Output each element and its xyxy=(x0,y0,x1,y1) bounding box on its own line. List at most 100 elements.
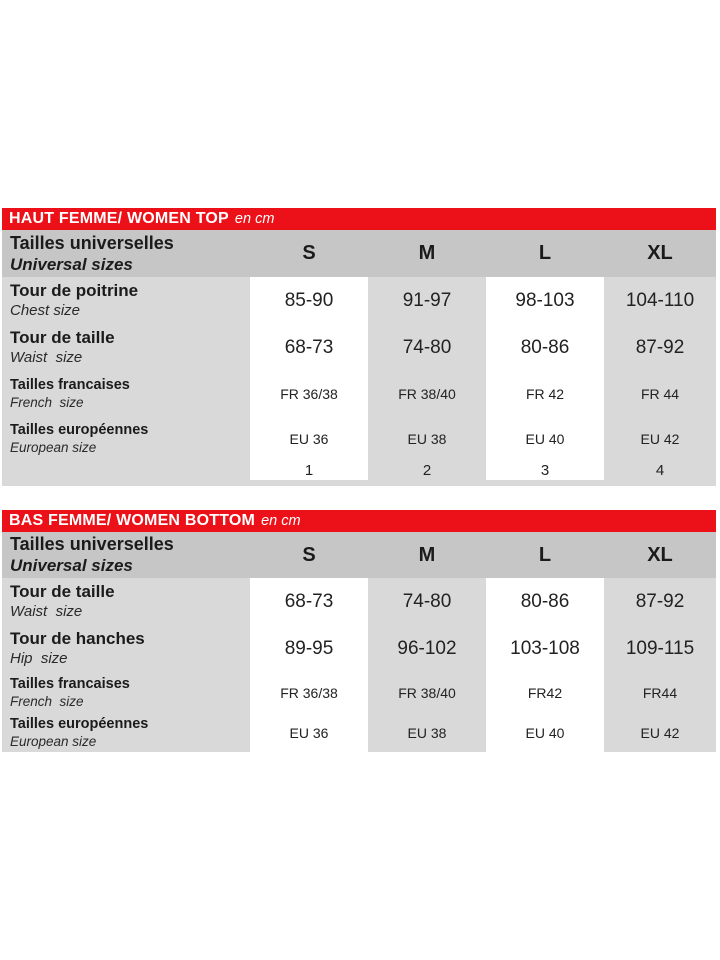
size-value: 87-92 xyxy=(635,590,685,612)
row-label-en: Hip size xyxy=(10,650,68,667)
french-size-row: Tailles francaises French size FR 36/38 … xyxy=(2,371,716,417)
size-value: EU 38 xyxy=(407,725,447,741)
size-value: EU 36 xyxy=(289,430,329,447)
row-label: Tour de hanches Hip size xyxy=(2,625,250,672)
size-value: EU 36 xyxy=(289,725,329,741)
size-column-header-m: M xyxy=(418,242,436,264)
european-size-row: Tailles européennes European size EU 36 … xyxy=(2,417,716,460)
size-value: EU 38 xyxy=(407,430,447,447)
size-value: EU 42 xyxy=(640,430,680,447)
size-value: 87-92 xyxy=(635,336,685,358)
size-column-header-xl: XL xyxy=(647,242,673,264)
universal-sizes-label-en: Universal sizes xyxy=(10,556,133,575)
size-value: 80-86 xyxy=(520,336,570,358)
size-column-header-l: L xyxy=(538,242,552,264)
column-highlight-s xyxy=(250,578,368,752)
unit-label: en cm xyxy=(261,513,301,529)
size-value: 80-86 xyxy=(520,590,570,612)
size-value: FR 36/38 xyxy=(280,386,338,402)
row-label: Tailles francaises French size xyxy=(2,672,250,714)
size-value: FR44 xyxy=(642,685,678,701)
size-value: 2 xyxy=(422,461,432,479)
women-bottom-size-table: BAS FEMME/ WOMEN BOTTOM en cm Tailles un… xyxy=(2,510,716,752)
size-value: 104-110 xyxy=(625,289,695,311)
size-value: EU 42 xyxy=(640,725,680,741)
size-value: 85-90 xyxy=(284,289,334,311)
size-column-header-xl: XL xyxy=(647,543,673,566)
universal-sizes-label-en: Universal sizes xyxy=(10,254,133,274)
hip-size-row: Tour de hanches Hip size 89-95 96-102 10… xyxy=(2,625,716,672)
size-value: 74-80 xyxy=(402,336,452,358)
size-value: 68-73 xyxy=(284,590,334,612)
row-label-fr: Tailles européennes xyxy=(10,716,149,732)
column-highlight-s xyxy=(250,277,368,480)
row-label xyxy=(2,460,250,480)
row-label-en: European size xyxy=(10,734,97,749)
size-value: FR42 xyxy=(527,685,563,701)
column-highlight-l xyxy=(486,277,604,480)
size-value: EU 40 xyxy=(525,725,565,741)
women-top-size-table: HAUT FEMME/ WOMEN TOP en cm Tailles univ… xyxy=(2,208,716,486)
row-label-fr: Tour de hanches xyxy=(10,629,145,648)
size-value: 109-115 xyxy=(625,637,695,659)
row-label-en: French size xyxy=(10,395,84,410)
row-label-fr: Tailles francaises xyxy=(10,676,130,692)
row-label-en: Waist size xyxy=(10,603,83,620)
size-value: 74-80 xyxy=(402,590,452,612)
column-highlight-l xyxy=(486,578,604,752)
waist-size-row: Tour de taille Waist size 68-73 74-80 80… xyxy=(2,578,716,625)
size-header-row: Tailles universelles Universal sizes S M… xyxy=(2,532,716,578)
universal-sizes-label: Tailles universelles Universal sizes xyxy=(2,534,250,576)
universal-sizes-label: Tailles universelles Universal sizes xyxy=(2,233,250,275)
universal-sizes-label-fr: Tailles universelles xyxy=(10,232,174,253)
size-column-header-l: L xyxy=(538,543,552,566)
size-value: FR 36/38 xyxy=(280,685,338,701)
unit-label: en cm xyxy=(234,211,275,227)
size-value: 91-97 xyxy=(402,289,452,311)
size-column-header-s: S xyxy=(302,543,316,566)
chest-size-row: Tour de poitrine Chest size 85-90 91-97 … xyxy=(2,277,716,324)
size-value: 96-102 xyxy=(397,637,457,659)
row-label: Tour de taille Waist size xyxy=(2,324,250,371)
size-column-header-s: S xyxy=(302,242,316,264)
size-value: 89-95 xyxy=(284,637,334,659)
table-title: HAUT FEMME/ WOMEN TOP xyxy=(9,210,229,227)
size-value: 103-108 xyxy=(510,637,580,659)
row-label-en: European size xyxy=(10,439,97,455)
women-bottom-title-bar: BAS FEMME/ WOMEN BOTTOM en cm xyxy=(2,510,716,532)
size-value: 98-103 xyxy=(515,289,575,311)
row-label-en: Chest size xyxy=(10,302,81,319)
size-value: FR 38/40 xyxy=(398,685,456,701)
size-value: FR 42 xyxy=(525,386,565,402)
row-label-fr: Tour de taille xyxy=(10,582,115,601)
universal-sizes-label-fr: Tailles universelles xyxy=(10,534,174,554)
size-value: 1 xyxy=(304,461,314,479)
row-label-fr: Tailles francaises xyxy=(10,377,130,393)
row-label-fr: Tour de poitrine xyxy=(10,281,139,300)
size-value: FR 44 xyxy=(640,386,680,402)
row-label: Tailles européennes European size xyxy=(2,714,250,752)
row-label: Tour de poitrine Chest size xyxy=(2,277,250,324)
row-label-en: French size xyxy=(10,694,84,709)
size-value: 3 xyxy=(540,461,550,479)
size-value: 68-73 xyxy=(284,336,334,358)
size-column-header-m: M xyxy=(418,543,436,566)
size-number-row: 1 2 3 4 xyxy=(2,460,716,480)
row-label-fr: Tour de taille xyxy=(10,328,115,347)
size-header-row: Tailles universelles Universal sizes S M… xyxy=(2,230,716,277)
european-size-row: Tailles européennes European size EU 36 … xyxy=(2,714,716,752)
row-label: Tailles européennes European size xyxy=(2,417,250,460)
size-value: 4 xyxy=(655,461,665,479)
size-value: FR 38/40 xyxy=(398,386,456,402)
row-label: Tailles francaises French size xyxy=(2,371,250,417)
women-top-title-bar: HAUT FEMME/ WOMEN TOP en cm xyxy=(2,208,716,230)
row-label: Tour de taille Waist size xyxy=(2,578,250,625)
table-title: BAS FEMME/ WOMEN BOTTOM xyxy=(9,512,256,529)
row-label-fr: Tailles européennes xyxy=(10,421,149,438)
french-size-row: Tailles francaises French size FR 36/38 … xyxy=(2,672,716,714)
size-value: EU 40 xyxy=(525,430,565,447)
women-top-table-body: Tour de poitrine Chest size 85-90 91-97 … xyxy=(2,277,716,486)
women-bottom-table-body: Tour de taille Waist size 68-73 74-80 80… xyxy=(2,578,716,752)
row-label-en: Waist size xyxy=(10,349,83,366)
